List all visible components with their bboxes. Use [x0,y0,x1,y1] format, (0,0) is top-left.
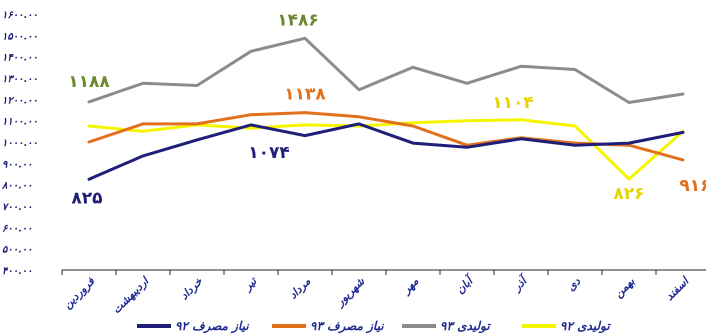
x-tick-label: مرداد [286,275,313,302]
y-axis-ticks: ۴۰۰.۰۰ ۵۰۰.۰۰ ۶۰۰.۰۰ ۷۰۰.۰۰ ۸۰۰.۰۰ ۹۰۰.۰۰ ۱۰۰۰… [1,10,38,277]
y-tick-label: ۷۰۰.۰۰ [2,202,32,213]
legend-label: نیاز مصرف ۹۲ [175,319,249,334]
y-tick-label: ۱۴۰۰.۰۰ [2,53,38,64]
series-line [87,111,685,162]
x-tick-label: تیر [240,274,261,295]
data-label: ۱۱۳۸ [284,85,326,105]
data-label: ۱۰۷۴ [248,143,290,163]
series-lines [87,36,685,181]
data-label: ۸۲۵ [71,188,102,208]
x-tick-label: آذر [508,271,531,294]
x-tick-label: بهمن [612,274,638,300]
y-tick-label: ۱۱۰۰.۰۰ [2,117,38,128]
data-label: ۹۱۶ [679,176,706,196]
series-line [87,36,685,104]
y-tick-label: ۱۳۰۰.۰۰ [2,74,38,85]
x-tick-label: اسفند [663,274,693,304]
y-tick-label: ۶۰۰.۰۰ [2,223,32,234]
series-line [87,118,685,181]
y-tick-label: ۱۲۰۰.۰۰ [2,95,38,106]
legend: نیاز مصرف ۹۲ نیاز مصرف ۹۳ تولیدی ۹۳ تولیدی … [137,319,611,334]
legend-label: تولیدی ۹۳ [440,319,491,334]
y-tick-label: ۱۵۰۰.۰۰ [2,31,38,42]
data-label: ۱۴۸۶ [277,10,319,30]
x-tick-label: مهر [398,275,421,298]
y-tick-label: ۱۶۰۰.۰۰ [2,10,38,21]
y-tick-label: ۵۰۰.۰۰ [2,245,32,256]
legend-label: نیاز مصرف ۹۳ [310,319,384,334]
y-tick-label: ۹۰۰.۰۰ [2,159,32,170]
data-label: ۸۲۶ [613,184,644,204]
x-tick-label: اردیبهشت [110,274,153,317]
data-labels: ۸۲۵ ۱۰۷۴ ۱۱۳۸ ۹۱۶ ۱۱۸۸ ۱۴۸۶ ۱۱۰۴ ۸۲۶ [68,10,706,208]
y-tick-label: ۱۰۰۰.۰۰ [2,138,38,149]
x-tick-label: خرداد [178,274,206,302]
series-line [87,122,685,181]
y-tick-label: ۴۰۰.۰۰ [2,266,32,277]
y-tick-label: ۸۰۰.۰۰ [1,181,32,192]
x-tick-label: شهریور [332,274,367,309]
legend-label: تولیدی ۹۲ [560,319,611,334]
x-tick-label: آبان [453,271,478,296]
data-label: ۱۱۸۸ [68,72,110,92]
x-axis: فروردین اردیبهشت خرداد تیر مرداد شهریور مهر آبا… [61,269,706,317]
x-tick-label: فروردین [61,274,98,311]
data-label: ۱۱۰۴ [492,93,534,113]
x-tick-label: دی [564,274,584,294]
